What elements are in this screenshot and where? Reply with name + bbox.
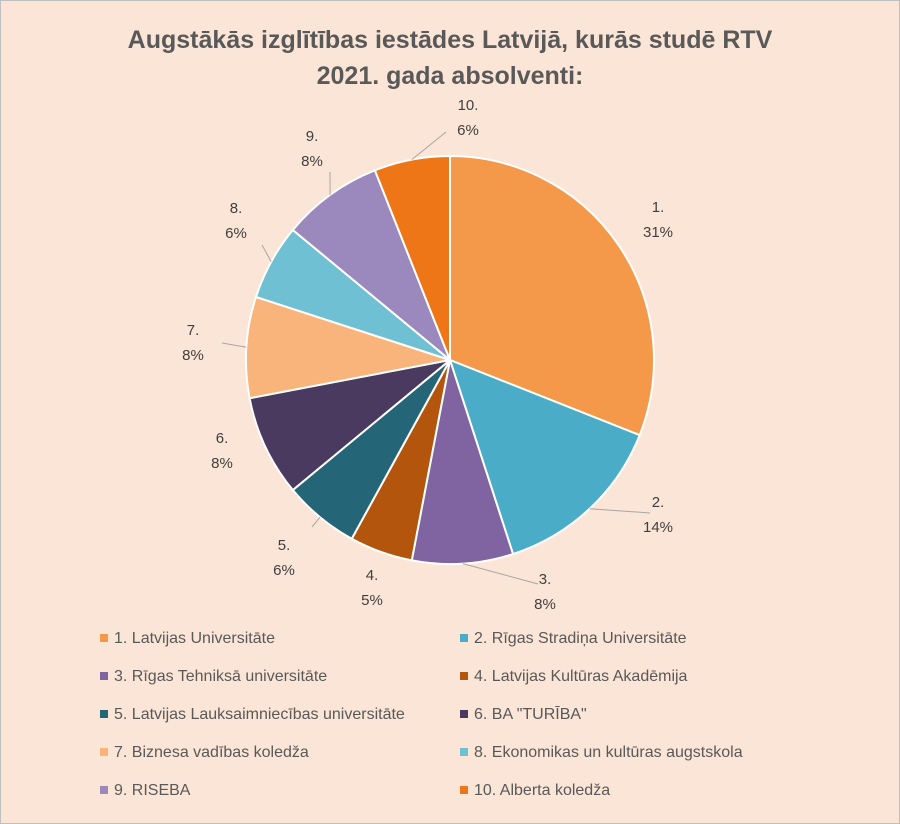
legend-swatch-9 bbox=[100, 785, 108, 794]
data-label-10: 10. 6% bbox=[457, 97, 479, 139]
legend-swatch-2 bbox=[460, 633, 468, 642]
legend-label-7: 7. Biznesa vadības koledža bbox=[114, 744, 309, 761]
legend-label-10: 10. Alberta koledža bbox=[474, 782, 611, 799]
legend-label-5: 5. Latvijas Lauksaimniecības universitāt… bbox=[114, 706, 405, 723]
data-label-6: 6. 8% bbox=[211, 430, 233, 472]
legend-item-4: 4. Latvijas Kultūras Akadēmija bbox=[460, 665, 687, 689]
legend-item-6: 6. BA "TURĪBA" bbox=[460, 703, 587, 727]
chart-title-line-2: 2021. gada absolventi: bbox=[316, 62, 584, 90]
legend-label-1: 1. Latvijas Universitāte bbox=[114, 630, 275, 647]
pie-slice-10 bbox=[373, 154, 451, 361]
pie-slice-9 bbox=[291, 169, 451, 361]
leader-line-2 bbox=[589, 508, 651, 514]
legend-label-3: 3. Rīgas Tehniksā universitāte bbox=[114, 668, 328, 685]
data-label-7: 7. 8% bbox=[182, 322, 204, 364]
data-label-1: 1. 31% bbox=[643, 199, 673, 241]
data-label-5: 5. 6% bbox=[273, 537, 295, 579]
legend-item-10: 10. Alberta koledža bbox=[460, 779, 610, 803]
legend-label-6: 6. BA "TURĪBA" bbox=[474, 706, 587, 723]
chart-title-line-1: Augstākās izglītības iestādes Latvijā, k… bbox=[127, 26, 773, 54]
legend-item-8: 8. Ekonomikas un kultūras augstskola bbox=[460, 741, 743, 765]
legend-swatch-5 bbox=[100, 709, 108, 718]
legend-label-4: 4. Latvijas Kultūras Akadēmija bbox=[474, 668, 688, 685]
leader-line-10 bbox=[411, 131, 447, 160]
data-label-2: 2. 14% bbox=[643, 494, 673, 536]
legend-swatch-10 bbox=[460, 785, 468, 794]
legend-item-9: 9. RISEBA bbox=[100, 779, 190, 803]
legend-label-2: 2. Rīgas Stradiņa Universitāte bbox=[474, 630, 687, 647]
legend-label-8: 8. Ekonomikas un kultūras augstskola bbox=[474, 744, 743, 761]
legend-swatch-7 bbox=[100, 747, 108, 756]
leader-line-8 bbox=[261, 244, 272, 262]
pie-slice-6 bbox=[248, 359, 451, 492]
chart-title: Augstākās izglītības iestādes Latvijā, k… bbox=[0, 22, 900, 94]
legend-item-7: 7. Biznesa vadības koledža bbox=[100, 741, 309, 765]
legend-item-2: 2. Rīgas Stradiņa Universitāte bbox=[460, 627, 687, 651]
leader-line-7 bbox=[221, 342, 247, 348]
legend-swatch-6 bbox=[460, 709, 468, 718]
legend-item-5: 5. Latvijas Lauksaimniecības universitāt… bbox=[100, 703, 405, 727]
leader-line-3 bbox=[462, 563, 539, 585]
pie-slice-1 bbox=[449, 154, 655, 437]
legend-swatch-8 bbox=[460, 747, 468, 756]
legend-swatch-1 bbox=[100, 633, 108, 642]
legend-item-3: 3. Rīgas Tehniksā universitāte bbox=[100, 665, 327, 689]
data-label-4: 4. 5% bbox=[361, 567, 383, 609]
data-label-8: 8. 6% bbox=[225, 200, 247, 242]
legend-label-9: 9. RISEBA bbox=[114, 782, 191, 799]
pie-slice-3 bbox=[410, 359, 515, 565]
leader-line-5 bbox=[311, 516, 321, 528]
pie-slice-7 bbox=[245, 295, 451, 400]
legend-item-1: 1. Latvijas Universitāte bbox=[100, 627, 275, 651]
legend-swatch-4 bbox=[460, 671, 468, 680]
data-label-3: 3. 8% bbox=[534, 571, 556, 613]
legend-swatch-3 bbox=[100, 671, 108, 680]
data-label-9: 9. 8% bbox=[301, 128, 323, 170]
